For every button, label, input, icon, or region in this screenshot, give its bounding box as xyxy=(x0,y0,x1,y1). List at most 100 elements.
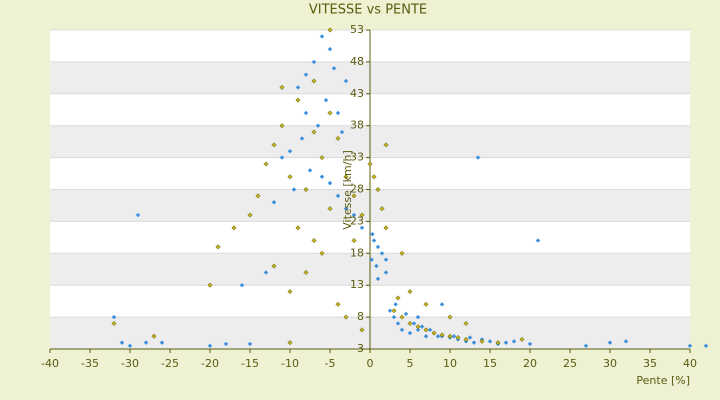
point xyxy=(111,314,117,320)
point xyxy=(303,186,309,193)
point xyxy=(319,155,325,161)
point xyxy=(295,97,301,103)
point xyxy=(263,270,269,275)
point xyxy=(463,336,469,342)
point xyxy=(687,343,693,349)
point xyxy=(367,161,373,167)
point xyxy=(375,244,381,250)
point xyxy=(279,123,285,129)
point xyxy=(370,231,375,237)
point xyxy=(703,343,709,349)
point xyxy=(111,320,117,327)
point xyxy=(447,314,453,320)
x-tick-label: -20 xyxy=(201,357,219,370)
point xyxy=(423,327,429,333)
point xyxy=(323,97,329,103)
point xyxy=(435,334,441,339)
point xyxy=(335,193,341,199)
point xyxy=(335,301,341,307)
x-tick-label: 35 xyxy=(643,357,657,370)
point xyxy=(271,142,277,148)
point xyxy=(471,340,477,345)
point xyxy=(311,129,317,135)
point xyxy=(231,225,237,231)
point xyxy=(393,302,398,307)
point xyxy=(311,78,317,84)
point xyxy=(343,78,349,84)
point xyxy=(439,332,445,338)
point xyxy=(527,341,533,347)
x-tick-label: 5 xyxy=(407,357,414,370)
x-tick-label: 40 xyxy=(683,357,697,370)
point xyxy=(535,238,541,243)
point xyxy=(359,327,365,333)
point xyxy=(415,324,421,330)
point xyxy=(239,283,245,288)
point xyxy=(319,34,325,39)
point xyxy=(207,343,213,349)
y-axis-title: Vitesse [km/h] xyxy=(341,150,354,230)
point xyxy=(343,206,349,211)
point xyxy=(374,263,379,269)
point xyxy=(407,330,413,336)
y-tick-label: 23 xyxy=(350,214,364,227)
point xyxy=(279,155,285,160)
point xyxy=(331,66,337,71)
point xyxy=(451,334,457,339)
point xyxy=(475,155,481,160)
point xyxy=(343,174,349,180)
x-tick-label: 20 xyxy=(523,357,537,370)
point xyxy=(295,225,301,231)
point xyxy=(311,237,317,244)
point xyxy=(463,320,469,327)
point xyxy=(291,187,297,192)
point xyxy=(403,311,409,317)
point xyxy=(411,321,417,326)
y-tick-label: 43 xyxy=(350,87,364,100)
point xyxy=(327,180,333,186)
point xyxy=(439,302,445,307)
point xyxy=(479,338,485,344)
point xyxy=(379,251,385,256)
point xyxy=(247,341,253,347)
point xyxy=(383,270,389,275)
point xyxy=(419,324,425,329)
point xyxy=(359,212,365,218)
point xyxy=(423,301,429,307)
x-tick-label: -10 xyxy=(281,357,299,370)
point xyxy=(343,314,349,320)
y-tick-label: 3 xyxy=(357,342,364,355)
point xyxy=(395,321,401,326)
point xyxy=(375,186,381,193)
point xyxy=(287,149,293,154)
point xyxy=(415,327,421,333)
point xyxy=(503,340,509,345)
point xyxy=(375,276,381,282)
point xyxy=(135,212,141,218)
point xyxy=(431,330,437,336)
point xyxy=(255,193,261,199)
point xyxy=(339,129,345,135)
point xyxy=(127,343,133,349)
x-tick-label: -35 xyxy=(81,357,99,370)
point xyxy=(415,314,421,320)
point xyxy=(495,340,501,346)
chart-title: VITESSE vs PENTE xyxy=(309,3,427,18)
point xyxy=(215,244,221,250)
point xyxy=(371,174,377,180)
point xyxy=(299,136,305,141)
point xyxy=(303,110,309,116)
point xyxy=(327,27,333,33)
x-tick-label: -40 xyxy=(41,357,59,370)
point xyxy=(143,340,149,345)
point xyxy=(295,85,301,90)
point xyxy=(223,341,229,347)
point xyxy=(271,263,277,269)
point xyxy=(379,206,385,212)
point xyxy=(487,339,493,344)
point xyxy=(335,110,341,116)
point xyxy=(399,327,405,333)
point xyxy=(311,59,317,65)
point xyxy=(407,320,413,327)
